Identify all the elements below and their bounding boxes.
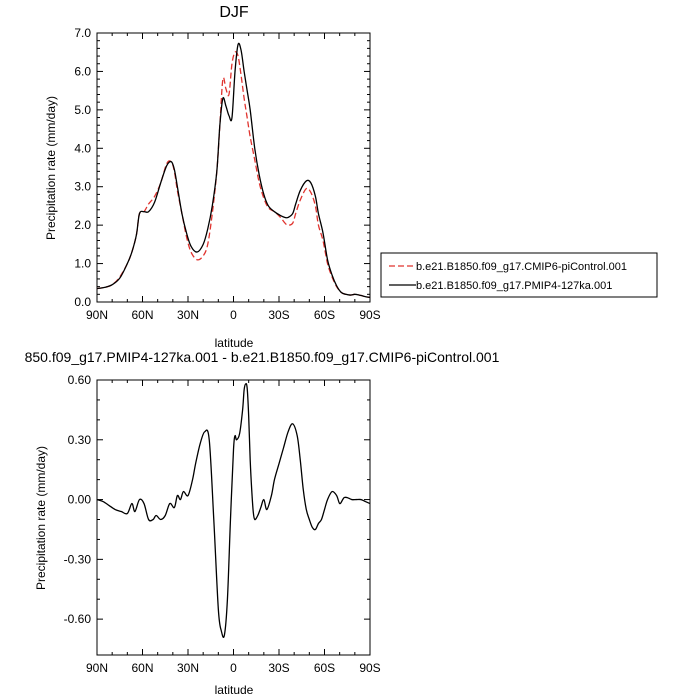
bottom-x-tick-label: 90S (359, 661, 380, 675)
top-y-tick-label: 0.0 (74, 295, 91, 309)
bottom-y-tick-label: 0.00 (68, 493, 92, 507)
legend-label-127ka: b.e21.B1850.f09_g17.PMIP4-127ka.001 (416, 280, 612, 292)
bottom-x-tick-label: 90N (86, 661, 108, 675)
bottom-x-tick-label: 60S (314, 661, 335, 675)
top-y-tick-label: 2.0 (74, 218, 91, 232)
top-x-tick-label: 60S (314, 308, 335, 322)
top-y-tick-label: 5.0 (74, 103, 91, 117)
bottom-chart-title: 850.f09_g17.PMIP4-127ka.001 - b.e21.B185… (25, 349, 500, 365)
bottom-x-tick-label: 0 (230, 661, 237, 675)
bottom-plot-area: 90N 60N 30N 0 30S 60S 90S 0.60 0.30 0.00 -0.30 -0.6… (64, 373, 381, 675)
top-axes-frame (96, 32, 371, 303)
top-y-tick-label: 4.0 (74, 141, 91, 155)
bottom-y-tick-label: -0.30 (64, 552, 92, 566)
top-y-tick-label: 3.0 (74, 180, 91, 194)
legend-label-picontrol: b.e21.B1850.f09_g17.CMIP6-piControl.001 (416, 261, 627, 273)
top-series-line-0 (96, 51, 371, 299)
top-x-tick-label: 90S (359, 308, 380, 322)
bottom-y-axis-label: Precipitation rate (mm/day) (34, 446, 48, 590)
bottom-series-line-0 (96, 383, 371, 638)
top-x-tick-label: 30N (177, 308, 199, 322)
bottom-x-tick-label: 30S (268, 661, 289, 675)
top-chart-title: DJF (219, 4, 249, 21)
top-plot-area: 90N 60N 30N 0 30S 60S 90S 0.0 1.0 2.0 3.0 4.0 5.0 6.0… (74, 26, 380, 322)
panel-bottom-difference: 850.f09_g17.PMIP4-127ka.001 - b.e21.B185… (25, 349, 500, 697)
top-y-tick-label: 7.0 (74, 26, 91, 40)
top-x-tick-label: 30S (268, 308, 289, 322)
legend-box (380, 252, 658, 298)
legend: b.e21.B1850.f09_g17.CMIP6-piControl.001 … (380, 252, 658, 298)
bottom-x-tick-label: 30N (177, 661, 199, 675)
bottom-y-tick-label: 0.60 (68, 373, 92, 387)
bottom-y-tick-label: -0.60 (64, 612, 92, 626)
top-y-tick-label: 6.0 (74, 64, 91, 78)
panel-top-djf: DJF 90N 60N 30N 0 30S 60S 90S 0.0 1.0 2.0 3.0 4.0 5.… (44, 4, 381, 350)
bottom-axes-frame (96, 379, 371, 656)
top-x-tick-label: 0 (230, 308, 237, 322)
top-series-line-1 (96, 42, 371, 299)
top-y-axis-label: Precipitation rate (mm/day) (44, 96, 58, 240)
bottom-y-tick-label: 0.30 (68, 433, 92, 447)
top-x-tick-label: 90N (86, 308, 108, 322)
top-y-tick-label: 1.0 (74, 257, 91, 271)
bottom-x-tick-label: 60N (131, 661, 153, 675)
top-x-tick-label: 60N (131, 308, 153, 322)
bottom-x-axis-label: latitude (215, 683, 254, 697)
top-x-axis-label: latitude (215, 336, 254, 350)
